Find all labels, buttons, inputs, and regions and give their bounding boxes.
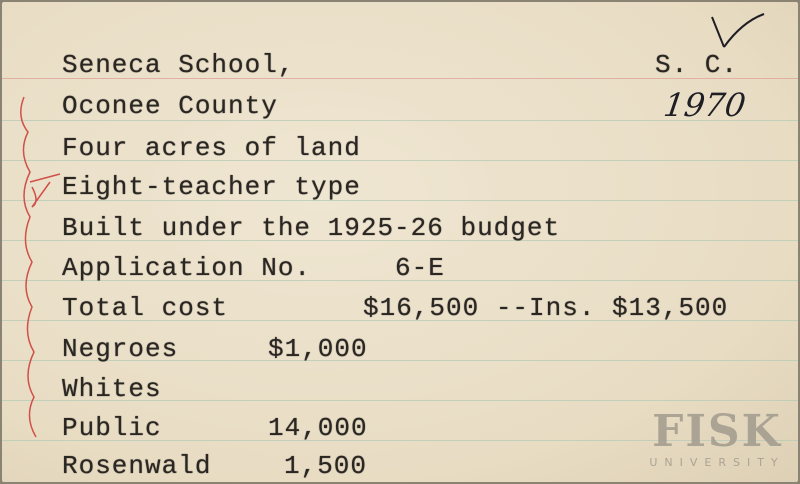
rule-line [2,360,798,361]
red-rule [2,78,798,79]
county: Oconee County [62,91,278,121]
negroes-value: $1,000 [268,334,368,364]
rosenwald-value: 1,500 [284,451,368,481]
handwritten-number: 1970 [661,86,749,124]
application-value: 6-E [395,253,445,283]
rule-line [2,400,798,401]
rule-line [2,440,798,441]
budget: Built under the 1925-26 budget [62,213,561,243]
total-cost-value: $16,500 --Ins. $13,500 [363,293,729,323]
school-name: Seneca School, [62,50,295,80]
land: Four acres of land [62,133,361,163]
watermark-name: FISK [652,406,782,457]
application-label: Application No. [62,253,312,283]
check-mark-icon [711,13,765,48]
watermark-subtitle: UNIVERSITY [649,456,785,469]
rosenwald-label: Rosenwald [62,451,212,481]
rule-line [2,160,798,161]
rule-line [2,280,798,281]
fisk-university-watermark: FISK UNIVERSITY [642,406,792,470]
rule-line [2,120,798,121]
school-type: Eight-teacher type [62,172,361,202]
whites-label: Whites [62,374,162,404]
rule-line [2,200,798,201]
total-cost-label: Total cost [62,293,229,323]
public-label: Public [62,413,162,443]
rule-line [2,240,798,241]
public-value: 14,000 [268,413,368,443]
state: S. C. [655,50,739,80]
negroes-label: Negroes [62,334,179,364]
rule-line [2,320,798,321]
